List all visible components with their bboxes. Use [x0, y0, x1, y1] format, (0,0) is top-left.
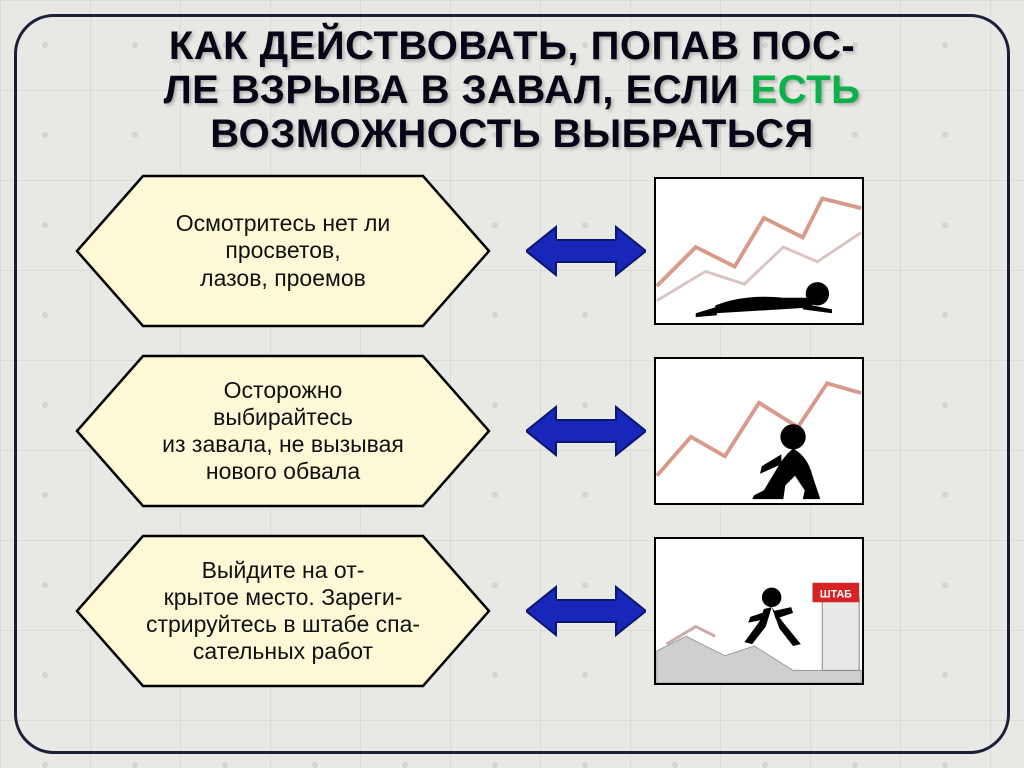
- image-box-3: ШТАБ: [654, 537, 864, 685]
- image-box-1: [654, 177, 864, 325]
- arrow-3: [526, 583, 646, 639]
- image-box-2: [654, 357, 864, 505]
- hexagon-1-text: Осмотритесь нет липросветов,лазов, проем…: [73, 172, 493, 330]
- slide-title: Как действовать, попав пос- ле взрыва в …: [48, 24, 976, 156]
- rows-container: Осмотритесь нет липросветов,лазов, проем…: [48, 172, 976, 690]
- title-part1: Как действовать, попав пос-: [169, 24, 855, 68]
- hexagon-2: Осторожновыбирайтесьиз завала, не вызыва…: [73, 352, 493, 510]
- title-part3: возможность выбраться: [210, 112, 814, 156]
- image-crawling: [656, 179, 862, 323]
- hexagon-1: Осмотритесь нет липросветов,лазов, проем…: [73, 172, 493, 330]
- hexagon-2-text: Осторожновыбирайтесьиз завала, не вызыва…: [73, 352, 493, 510]
- row-1: Осмотритесь нет липросветов,лазов, проем…: [48, 172, 976, 330]
- svg-text:ШТАБ: ШТАБ: [820, 588, 852, 600]
- hexagon-3: Выйдите на от-крытое место. Зареги-стрир…: [73, 532, 493, 690]
- row-2: Осторожновыбирайтесьиз завала, не вызыва…: [48, 352, 976, 510]
- arrow-2: [526, 403, 646, 459]
- row-3: Выйдите на от-крытое место. Зареги-стрир…: [48, 532, 976, 690]
- image-crouching: [656, 359, 862, 503]
- hexagon-3-text: Выйдите на от-крытое место. Зареги-стрир…: [73, 532, 493, 690]
- image-running: ШТАБ: [656, 539, 862, 683]
- title-part2a: ле взрыва в завал, если: [164, 68, 751, 112]
- title-part2-green: есть: [751, 68, 861, 112]
- slide-content: Как действовать, попав пос- ле взрыва в …: [0, 0, 1024, 714]
- arrow-1: [526, 223, 646, 279]
